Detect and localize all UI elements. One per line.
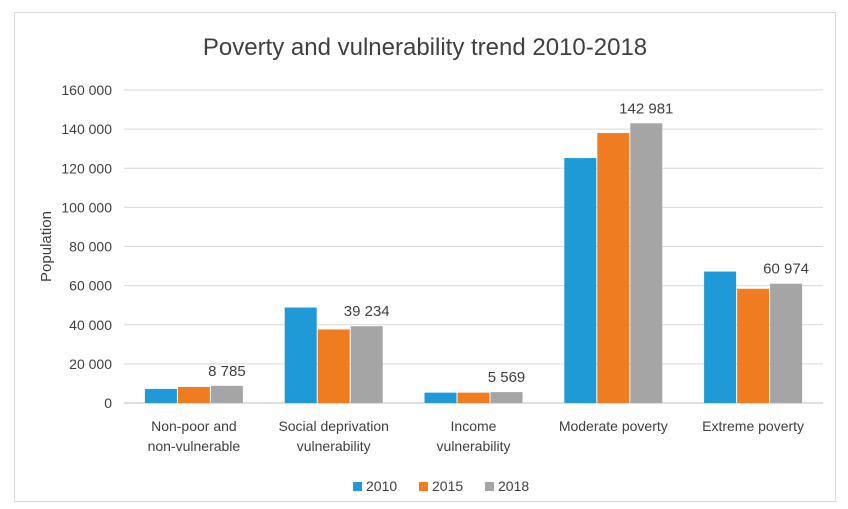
data-label: 8 785 <box>208 363 246 380</box>
bar-2018 <box>210 385 243 403</box>
bar-2018 <box>350 326 383 403</box>
bar-2015 <box>177 386 210 403</box>
bar-2010 <box>284 307 317 403</box>
bar-2015 <box>737 288 770 403</box>
legend-label: 2010 <box>366 478 397 494</box>
y-tick-label: 100 000 <box>61 199 112 215</box>
bar-2010 <box>424 392 457 403</box>
bar-2018 <box>490 392 523 403</box>
legend-swatch-2018 <box>485 482 494 491</box>
gridlines <box>124 89 823 404</box>
x-axis-categories: Non-poor and non-vulnerable Social depriva… <box>148 418 804 454</box>
legend: 2010 2015 2018 <box>353 478 529 494</box>
bar-2018 <box>770 283 803 403</box>
bar-2015 <box>457 392 490 403</box>
y-tick-label: 20 000 <box>69 356 112 372</box>
legend-label: 2018 <box>498 478 529 494</box>
y-axis-ticks: 0 20 000 40 000 60 000 80 000 100 000 120 000 1… <box>61 82 112 411</box>
y-tick-label: 160 000 <box>61 82 112 98</box>
y-tick-label: 60 000 <box>69 278 112 294</box>
category-label: Social deprivation <box>278 418 389 434</box>
chart-frame: Poverty and vulnerability trend 2010-201… <box>14 12 836 502</box>
category-label: non-vulnerable <box>148 438 241 454</box>
data-label: 5 569 <box>488 369 526 386</box>
category-label: Non-poor and <box>151 418 237 434</box>
category-label: vulnerability <box>297 438 371 454</box>
bar-2015 <box>597 133 630 403</box>
legend-swatch-2010 <box>353 482 362 491</box>
chart-title: Poverty and vulnerability trend 2010-201… <box>203 34 647 61</box>
data-labels: 8 785 39 234 5 569 142 981 60 974 <box>208 100 809 386</box>
category-label: Extreme poverty <box>702 418 804 434</box>
y-axis-label: Population <box>38 211 55 282</box>
category-label: Moderate poverty <box>559 418 668 434</box>
legend-swatch-2015 <box>419 482 428 491</box>
y-tick-label: 120 000 <box>61 160 112 176</box>
bar-2010 <box>704 271 737 403</box>
bar-2010 <box>564 158 597 403</box>
y-tick-label: 0 <box>104 395 112 411</box>
category-label: Income <box>451 418 497 434</box>
y-tick-label: 140 000 <box>61 121 112 137</box>
data-label: 142 981 <box>619 100 673 117</box>
data-label: 60 974 <box>763 261 809 278</box>
y-tick-label: 80 000 <box>69 239 112 255</box>
bar-2018 <box>630 123 663 403</box>
bars <box>144 123 803 403</box>
y-tick-label: 40 000 <box>69 317 112 333</box>
bar-2010 <box>144 388 177 403</box>
bar-2015 <box>317 329 350 403</box>
bar-chart: Poverty and vulnerability trend 2010-201… <box>38 34 823 494</box>
data-label: 39 234 <box>344 303 390 320</box>
legend-label: 2015 <box>432 478 463 494</box>
category-label: vulnerability <box>437 438 511 454</box>
